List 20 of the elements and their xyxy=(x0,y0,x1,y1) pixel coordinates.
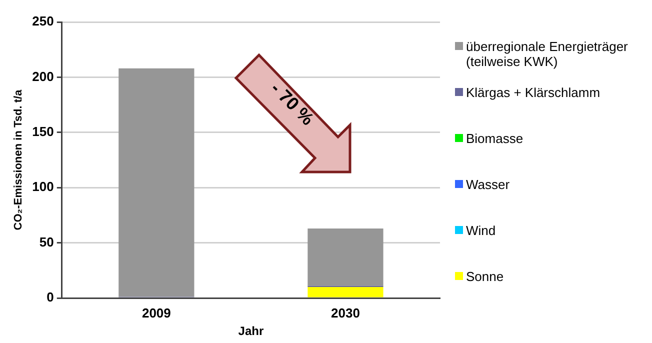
y-tick-label: 250 xyxy=(32,14,54,29)
y-tick-label: 200 xyxy=(32,68,54,84)
legend-label: Klärgas + Klärschlamm xyxy=(466,85,600,100)
y-tick-label: 0 xyxy=(46,290,54,305)
bar xyxy=(308,286,384,298)
y-tick-label: 150 xyxy=(32,124,54,139)
legend-label: überregionale Energieträger (teilweise KWK) xyxy=(466,39,629,70)
x-tick-label: 2009 xyxy=(142,305,171,320)
bar xyxy=(118,68,194,297)
legend-label: Wasser xyxy=(466,177,510,192)
x-tick-label: 2030 xyxy=(331,305,360,320)
y-tick-label: 100 xyxy=(32,179,54,194)
x-axis-title: Jahr xyxy=(238,324,264,338)
legend-label: Biomasse xyxy=(466,131,524,146)
legend-label: Sonne xyxy=(466,269,504,284)
annotation: - 70 % xyxy=(266,78,318,130)
bar xyxy=(308,228,384,286)
legend-label: Wind xyxy=(466,223,496,238)
y-axis-title: CO₂-Emissionen in Tsd. t/a xyxy=(12,88,25,230)
y-tick-label: 50 xyxy=(39,234,54,250)
